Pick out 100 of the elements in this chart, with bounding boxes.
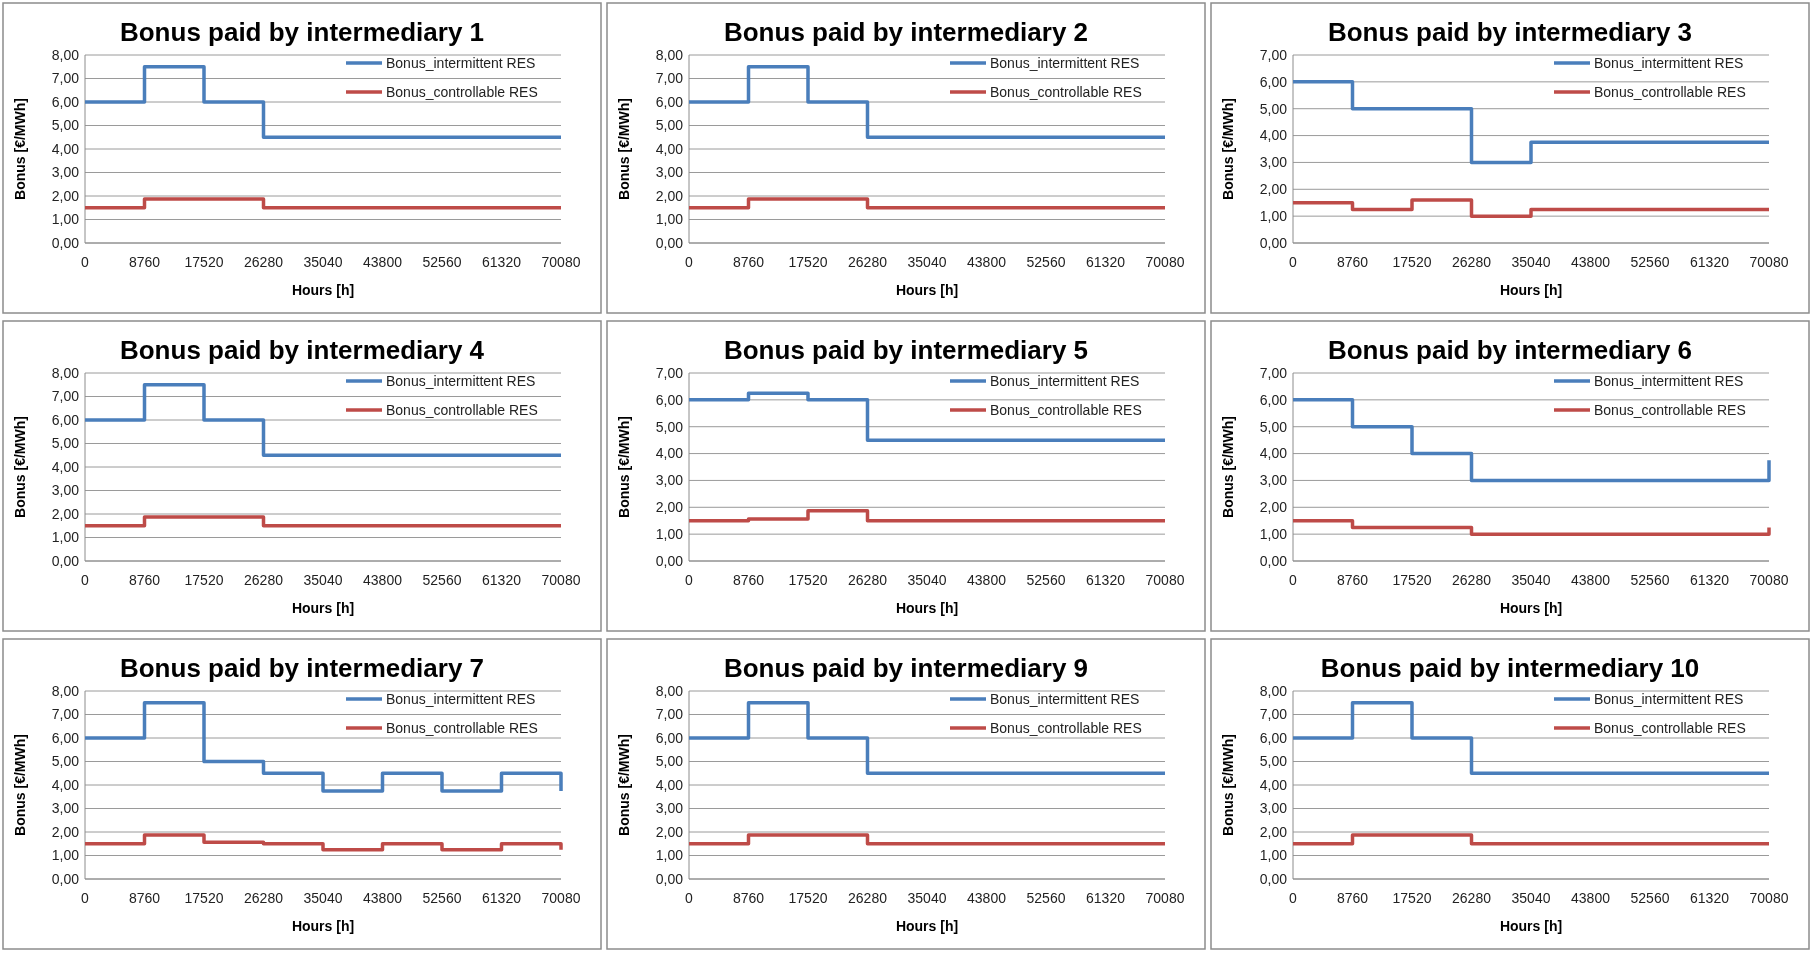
x-tick-label: 17520 (184, 572, 224, 588)
x-tick-label: 26280 (848, 572, 888, 588)
x-tick-label: 52560 (1026, 572, 1066, 588)
x-tick-label: 0 (1289, 254, 1298, 270)
legend-label: Bonus_intermittent RES (990, 690, 1140, 707)
x-tick-label: 61320 (1086, 572, 1126, 588)
x-tick-label: 52560 (1630, 254, 1670, 270)
x-tick-label: 8760 (1336, 572, 1369, 588)
y-tick-label: 4,00 (655, 776, 684, 793)
x-axis-title: Hours [h] (895, 282, 959, 298)
y-tick-label: 6,00 (655, 93, 684, 110)
x-tick-label: 8760 (732, 890, 765, 906)
legend-label: Bonus_controllable RES (1594, 719, 1746, 736)
x-tick-label: 43800 (363, 890, 403, 906)
y-tick-label: 4,00 (51, 458, 80, 475)
y-tick-label: 3,00 (1259, 800, 1288, 817)
y-tick-label: 0,00 (1259, 234, 1288, 251)
y-tick-label: 2,00 (655, 187, 684, 204)
y-tick-label: 5,00 (1259, 418, 1288, 435)
y-axis-title: Bonus [€/MWh] (616, 734, 632, 836)
x-tick-label: 26280 (1452, 254, 1492, 270)
x-tick-label: 0 (1289, 890, 1298, 906)
x-tick-label: 43800 (967, 890, 1007, 906)
x-tick-label: 17520 (788, 890, 828, 906)
chart-title: Bonus paid by intermediary 9 (723, 653, 1089, 683)
x-axis-title: Hours [h] (291, 600, 355, 616)
y-tick-label: 3,00 (655, 472, 684, 489)
x-tick-label: 35040 (303, 254, 343, 270)
y-tick-label: 7,00 (655, 706, 684, 723)
y-tick-label: 7,00 (655, 70, 684, 87)
y-tick-label: 7,00 (1259, 46, 1288, 63)
x-tick-label: 70080 (541, 890, 581, 906)
x-tick-label: 17520 (184, 890, 224, 906)
x-tick-label: 61320 (1086, 890, 1126, 906)
y-tick-label: 3,00 (1259, 154, 1288, 171)
legend-label: Bonus_controllable RES (1594, 401, 1746, 418)
legend-label: Bonus_controllable RES (990, 401, 1142, 418)
y-tick-label: 6,00 (51, 93, 80, 110)
x-tick-label: 0 (81, 890, 90, 906)
y-tick-label: 2,00 (1259, 823, 1288, 840)
y-tick-label: 1,00 (51, 847, 80, 864)
x-tick-label: 70080 (541, 572, 581, 588)
x-tick-label: 26280 (244, 572, 284, 588)
x-tick-label: 52560 (422, 254, 462, 270)
x-tick-label: 35040 (907, 890, 947, 906)
y-tick-label: 7,00 (51, 70, 80, 87)
x-tick-label: 8760 (1336, 890, 1369, 906)
y-tick-label: 6,00 (51, 729, 80, 746)
x-tick-label: 26280 (244, 254, 284, 270)
y-tick-label: 1,00 (655, 847, 684, 864)
y-tick-label: 2,00 (655, 499, 684, 516)
x-tick-label: 35040 (907, 572, 947, 588)
legend-label: Bonus_controllable RES (1594, 83, 1746, 100)
y-tick-label: 3,00 (51, 482, 80, 499)
y-tick-label: 8,00 (51, 46, 80, 63)
y-tick-label: 8,00 (1259, 682, 1288, 699)
x-tick-label: 61320 (1690, 572, 1730, 588)
y-axis-title: Bonus [€/MWh] (1220, 416, 1236, 518)
x-tick-label: 70080 (1749, 254, 1789, 270)
x-tick-label: 0 (685, 254, 694, 270)
x-axis-title: Hours [h] (895, 918, 959, 934)
x-tick-label: 8760 (1336, 254, 1369, 270)
x-tick-label: 52560 (1630, 890, 1670, 906)
x-tick-label: 35040 (303, 572, 343, 588)
y-tick-label: 6,00 (1259, 73, 1288, 90)
x-tick-label: 70080 (1749, 890, 1789, 906)
y-tick-label: 0,00 (1259, 552, 1288, 569)
y-tick-label: 4,00 (1259, 776, 1288, 793)
legend-label: Bonus_intermittent RES (990, 54, 1140, 71)
legend-label: Bonus_intermittent RES (386, 372, 536, 389)
x-tick-label: 52560 (1630, 572, 1670, 588)
y-tick-label: 4,00 (51, 776, 80, 793)
y-tick-label: 4,00 (1259, 445, 1288, 462)
y-tick-label: 1,00 (51, 211, 80, 228)
y-axis-title: Bonus [€/MWh] (1220, 734, 1236, 836)
x-tick-label: 52560 (1026, 254, 1066, 270)
x-tick-label: 61320 (482, 572, 522, 588)
y-tick-label: 3,00 (655, 800, 684, 817)
y-tick-label: 5,00 (51, 117, 80, 134)
y-tick-label: 1,00 (1259, 208, 1288, 225)
legend-label: Bonus_intermittent RES (1594, 372, 1744, 389)
x-tick-label: 61320 (1690, 890, 1730, 906)
y-tick-label: 3,00 (51, 164, 80, 181)
y-axis-title: Bonus [€/MWh] (616, 416, 632, 518)
y-axis-title: Bonus [€/MWh] (12, 416, 28, 518)
chart-title: Bonus paid by intermediary 6 (1327, 335, 1693, 365)
x-tick-label: 17520 (1392, 572, 1432, 588)
y-tick-label: 4,00 (1259, 127, 1288, 144)
x-axis-title: Hours [h] (291, 918, 355, 934)
y-tick-label: 8,00 (51, 364, 80, 381)
y-tick-label: 4,00 (655, 445, 684, 462)
y-tick-label: 7,00 (1259, 364, 1288, 381)
y-tick-label: 6,00 (655, 391, 684, 408)
y-tick-label: 1,00 (51, 529, 80, 546)
x-tick-label: 35040 (1511, 890, 1551, 906)
x-axis-title: Hours [h] (895, 600, 959, 616)
y-tick-label: 0,00 (51, 870, 80, 887)
legend-label: Bonus_controllable RES (386, 719, 538, 736)
x-tick-label: 8760 (128, 890, 161, 906)
x-tick-label: 43800 (1571, 890, 1611, 906)
